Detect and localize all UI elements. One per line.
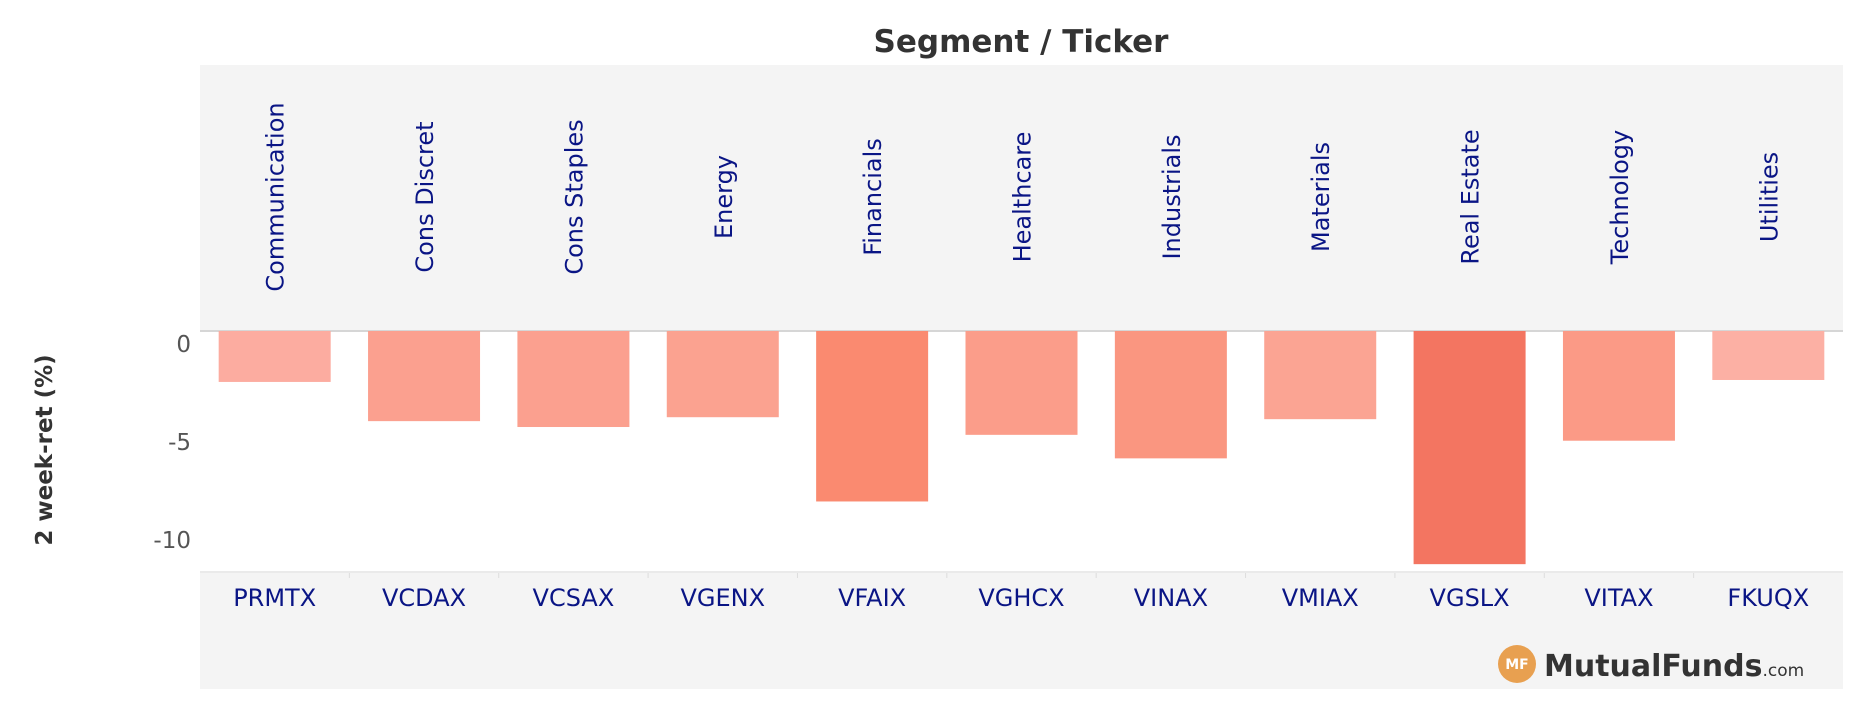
ticker-footer-band bbox=[200, 573, 1843, 689]
mutualfunds-logo: MF MutualFunds.com bbox=[1498, 645, 1804, 684]
bar bbox=[666, 331, 779, 418]
y-tick-label: -5 bbox=[168, 430, 191, 456]
x-axis-ticks: PRMTX VCDAX VCSAX VGENX VFAIX VGHCX VINAX VMIAX… bbox=[233, 573, 1809, 612]
x-tick-label: PRMTX bbox=[233, 584, 316, 612]
segment-label: Healthcare bbox=[1009, 132, 1037, 263]
bar bbox=[1712, 331, 1825, 380]
y-tick-label: 0 bbox=[176, 332, 191, 358]
segment-label: Energy bbox=[710, 155, 738, 239]
x-tick-label: VITAX bbox=[1584, 584, 1653, 612]
bar bbox=[1413, 331, 1526, 565]
bar bbox=[517, 331, 630, 428]
bar bbox=[965, 331, 1078, 435]
segment-label: Materials bbox=[1307, 142, 1335, 252]
x-tick-label: FKUQX bbox=[1727, 584, 1809, 612]
bar bbox=[218, 331, 331, 382]
segment-label: Financials bbox=[859, 138, 887, 256]
bar bbox=[1562, 331, 1675, 441]
x-tick-label: VINAX bbox=[1134, 584, 1208, 612]
logo-mark-icon bbox=[1498, 645, 1536, 683]
segment-label: Technology bbox=[1606, 130, 1634, 265]
bars bbox=[218, 331, 1825, 565]
y-axis-ticks: 0 -5 -10 bbox=[153, 332, 191, 554]
segment-label: Cons Staples bbox=[560, 119, 588, 274]
y-axis-label: 2 week-ret (%) bbox=[32, 354, 58, 545]
segment-header-band bbox=[200, 65, 1843, 330]
y-tick-label: -10 bbox=[153, 528, 191, 554]
x-tick-label: VMIAX bbox=[1282, 584, 1359, 612]
logo-wordmark: MutualFunds.com bbox=[1544, 649, 1804, 684]
chart-title: Segment / Ticker bbox=[874, 24, 1170, 60]
x-tick-label: VGENX bbox=[680, 584, 765, 612]
bar bbox=[1264, 331, 1377, 420]
segment-label: Utilities bbox=[1755, 152, 1783, 242]
segment-label: Communication bbox=[262, 102, 290, 291]
logo-mark-text: MF bbox=[1505, 657, 1529, 673]
x-tick-label: VGSLX bbox=[1430, 584, 1510, 612]
bar bbox=[368, 331, 481, 422]
segment-label: Industrials bbox=[1158, 134, 1186, 259]
segment-label: Real Estate bbox=[1457, 129, 1485, 264]
bar bbox=[1114, 331, 1227, 459]
segment-label: Cons Discret bbox=[411, 121, 439, 272]
logo-suffix: .com bbox=[1762, 661, 1804, 681]
x-tick-label: VCSAX bbox=[533, 584, 615, 612]
bar bbox=[816, 331, 929, 502]
x-tick-label: VGHCX bbox=[978, 584, 1064, 612]
logo-name: MutualFunds bbox=[1544, 649, 1762, 684]
segment-labels: Communication Cons Discret Cons Staples Ene… bbox=[262, 102, 1784, 291]
x-tick-label: VCDAX bbox=[382, 584, 466, 612]
x-tick-label: VFAIX bbox=[838, 584, 906, 612]
